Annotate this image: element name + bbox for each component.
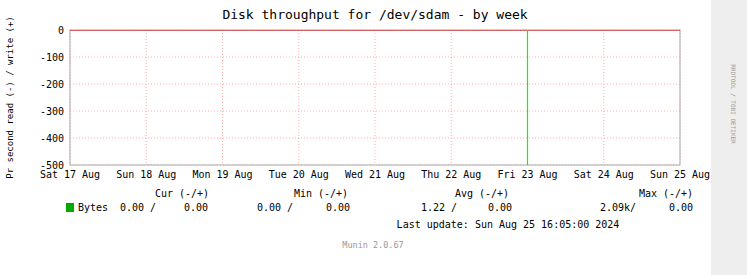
watermark-strip xyxy=(711,0,747,275)
x-grid-line xyxy=(527,30,528,165)
x-grid-line xyxy=(375,30,376,165)
summary-value: 0.00 / xyxy=(120,202,156,213)
x-tick-label: Sat 17 Aug xyxy=(40,169,100,180)
legend-label: Bytes xyxy=(78,202,108,213)
data-layer xyxy=(70,30,680,165)
y-tick-label: 0 xyxy=(58,25,64,36)
summary-header: Max (-/+) xyxy=(639,188,693,199)
title: Disk throughput for /dev/sdam - by week xyxy=(222,7,527,22)
summary-value: 0.00 xyxy=(669,202,693,213)
x-tick-label: Fri 23 Aug xyxy=(497,169,557,180)
footer-text: Last update: Sun Aug 25 16:05:00 2024 xyxy=(397,219,620,230)
grid xyxy=(70,30,680,165)
y-axis-label: Pr second read (-) / write (+) xyxy=(5,16,15,179)
reference-line xyxy=(70,30,680,31)
reference-line xyxy=(527,30,528,165)
summary-value: 1.22 / xyxy=(421,202,457,213)
y-tick-label: -300 xyxy=(40,106,64,117)
y-tick-label: -400 xyxy=(40,133,64,144)
summary-header: Avg (-/+) xyxy=(455,188,509,199)
plot-area xyxy=(70,30,680,165)
chart: 0-100-200-300-400-500Sat 17 AugSun 18 Au… xyxy=(0,0,747,275)
x-tick-label: Sun 25 Aug xyxy=(650,169,710,180)
summary-header: Min (-/+) xyxy=(294,188,348,199)
y-tick-label: -100 xyxy=(40,52,64,63)
x-grid-line xyxy=(146,30,147,165)
x-tick-label: Wed 21 Aug xyxy=(345,169,405,180)
summary-value: 2.09k/ xyxy=(600,202,636,213)
x-tick-label: Sat 24 Aug xyxy=(574,169,634,180)
background xyxy=(0,0,747,275)
x-tick-label: Tue 20 Aug xyxy=(269,169,329,180)
summary-value: 0.00 xyxy=(326,202,350,213)
x-tick-label: Sun 18 Aug xyxy=(116,169,176,180)
summary-value: 0.00 xyxy=(184,202,208,213)
y-tick-label: -200 xyxy=(40,79,64,90)
legend-swatch xyxy=(66,203,74,212)
watermark: RRDTOOL / TOBI OETIKER xyxy=(730,64,737,144)
x-grid-line xyxy=(603,30,604,165)
x-grid-line xyxy=(222,30,223,165)
x-grid-line xyxy=(298,30,299,165)
summary-value: 0.00 xyxy=(488,202,512,213)
summary-header: Cur (-/+) xyxy=(155,188,209,199)
footer-text: Munin 2.0.67 xyxy=(342,240,403,250)
x-tick-label: Mon 19 Aug xyxy=(192,169,252,180)
summary-value: 0.00 / xyxy=(257,202,293,213)
plot-frame xyxy=(70,30,680,165)
x-tick-label: Thu 22 Aug xyxy=(421,169,481,180)
x-grid-line xyxy=(451,30,452,165)
